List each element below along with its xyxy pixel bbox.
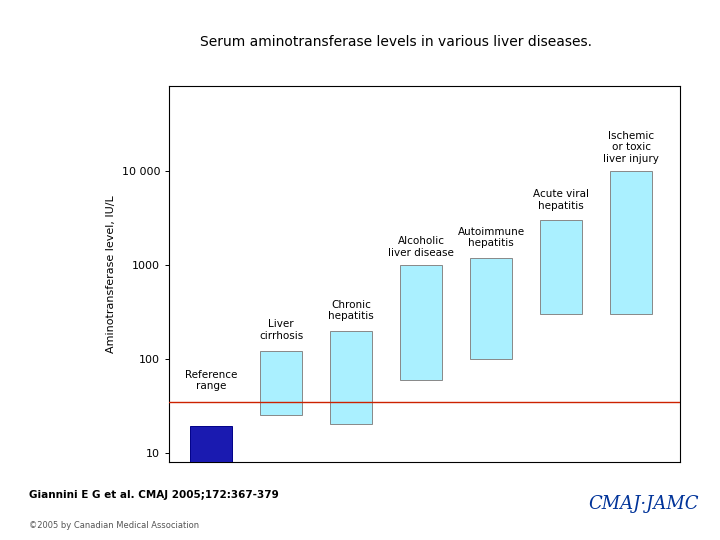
Y-axis label: Aminotransferase level, IU/L: Aminotransferase level, IU/L [106,195,116,353]
Text: Ischemic
or toxic
liver injury: Ischemic or toxic liver injury [603,131,660,164]
FancyBboxPatch shape [540,220,582,314]
Text: Liver
cirrhosis: Liver cirrhosis [259,319,303,341]
FancyBboxPatch shape [400,265,442,380]
Text: CMAJ·JAMC: CMAJ·JAMC [588,495,698,513]
Text: Alcoholic
liver disease: Alcoholic liver disease [388,236,454,258]
FancyBboxPatch shape [470,258,513,359]
FancyBboxPatch shape [190,427,233,462]
Text: Chronic
hepatitis: Chronic hepatitis [328,300,374,321]
Text: Giannini E G et al. CMAJ 2005;172:367-379: Giannini E G et al. CMAJ 2005;172:367-37… [29,489,279,500]
FancyBboxPatch shape [260,352,302,415]
Text: Serum aminotransferase levels in various liver diseases.: Serum aminotransferase levels in various… [200,35,592,49]
FancyBboxPatch shape [611,171,652,314]
Text: ©2005 by Canadian Medical Association: ©2005 by Canadian Medical Association [29,521,199,530]
FancyBboxPatch shape [330,330,372,424]
Text: Autoimmune
hepatitis: Autoimmune hepatitis [458,227,525,248]
Text: Acute viral
hepatitis: Acute viral hepatitis [534,189,590,211]
Text: Reference
range: Reference range [185,370,238,392]
